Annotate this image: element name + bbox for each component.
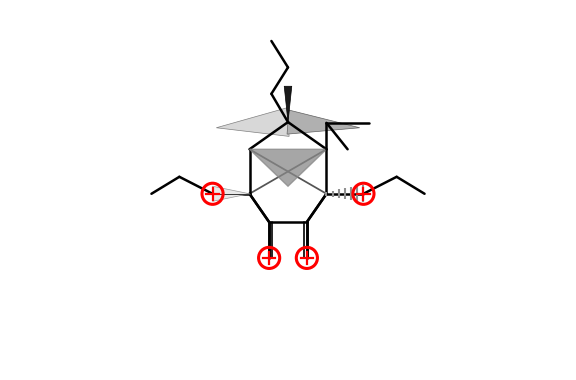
Polygon shape — [287, 110, 359, 134]
Polygon shape — [213, 186, 249, 201]
Polygon shape — [249, 149, 327, 186]
Polygon shape — [284, 86, 292, 122]
Polygon shape — [217, 108, 289, 136]
